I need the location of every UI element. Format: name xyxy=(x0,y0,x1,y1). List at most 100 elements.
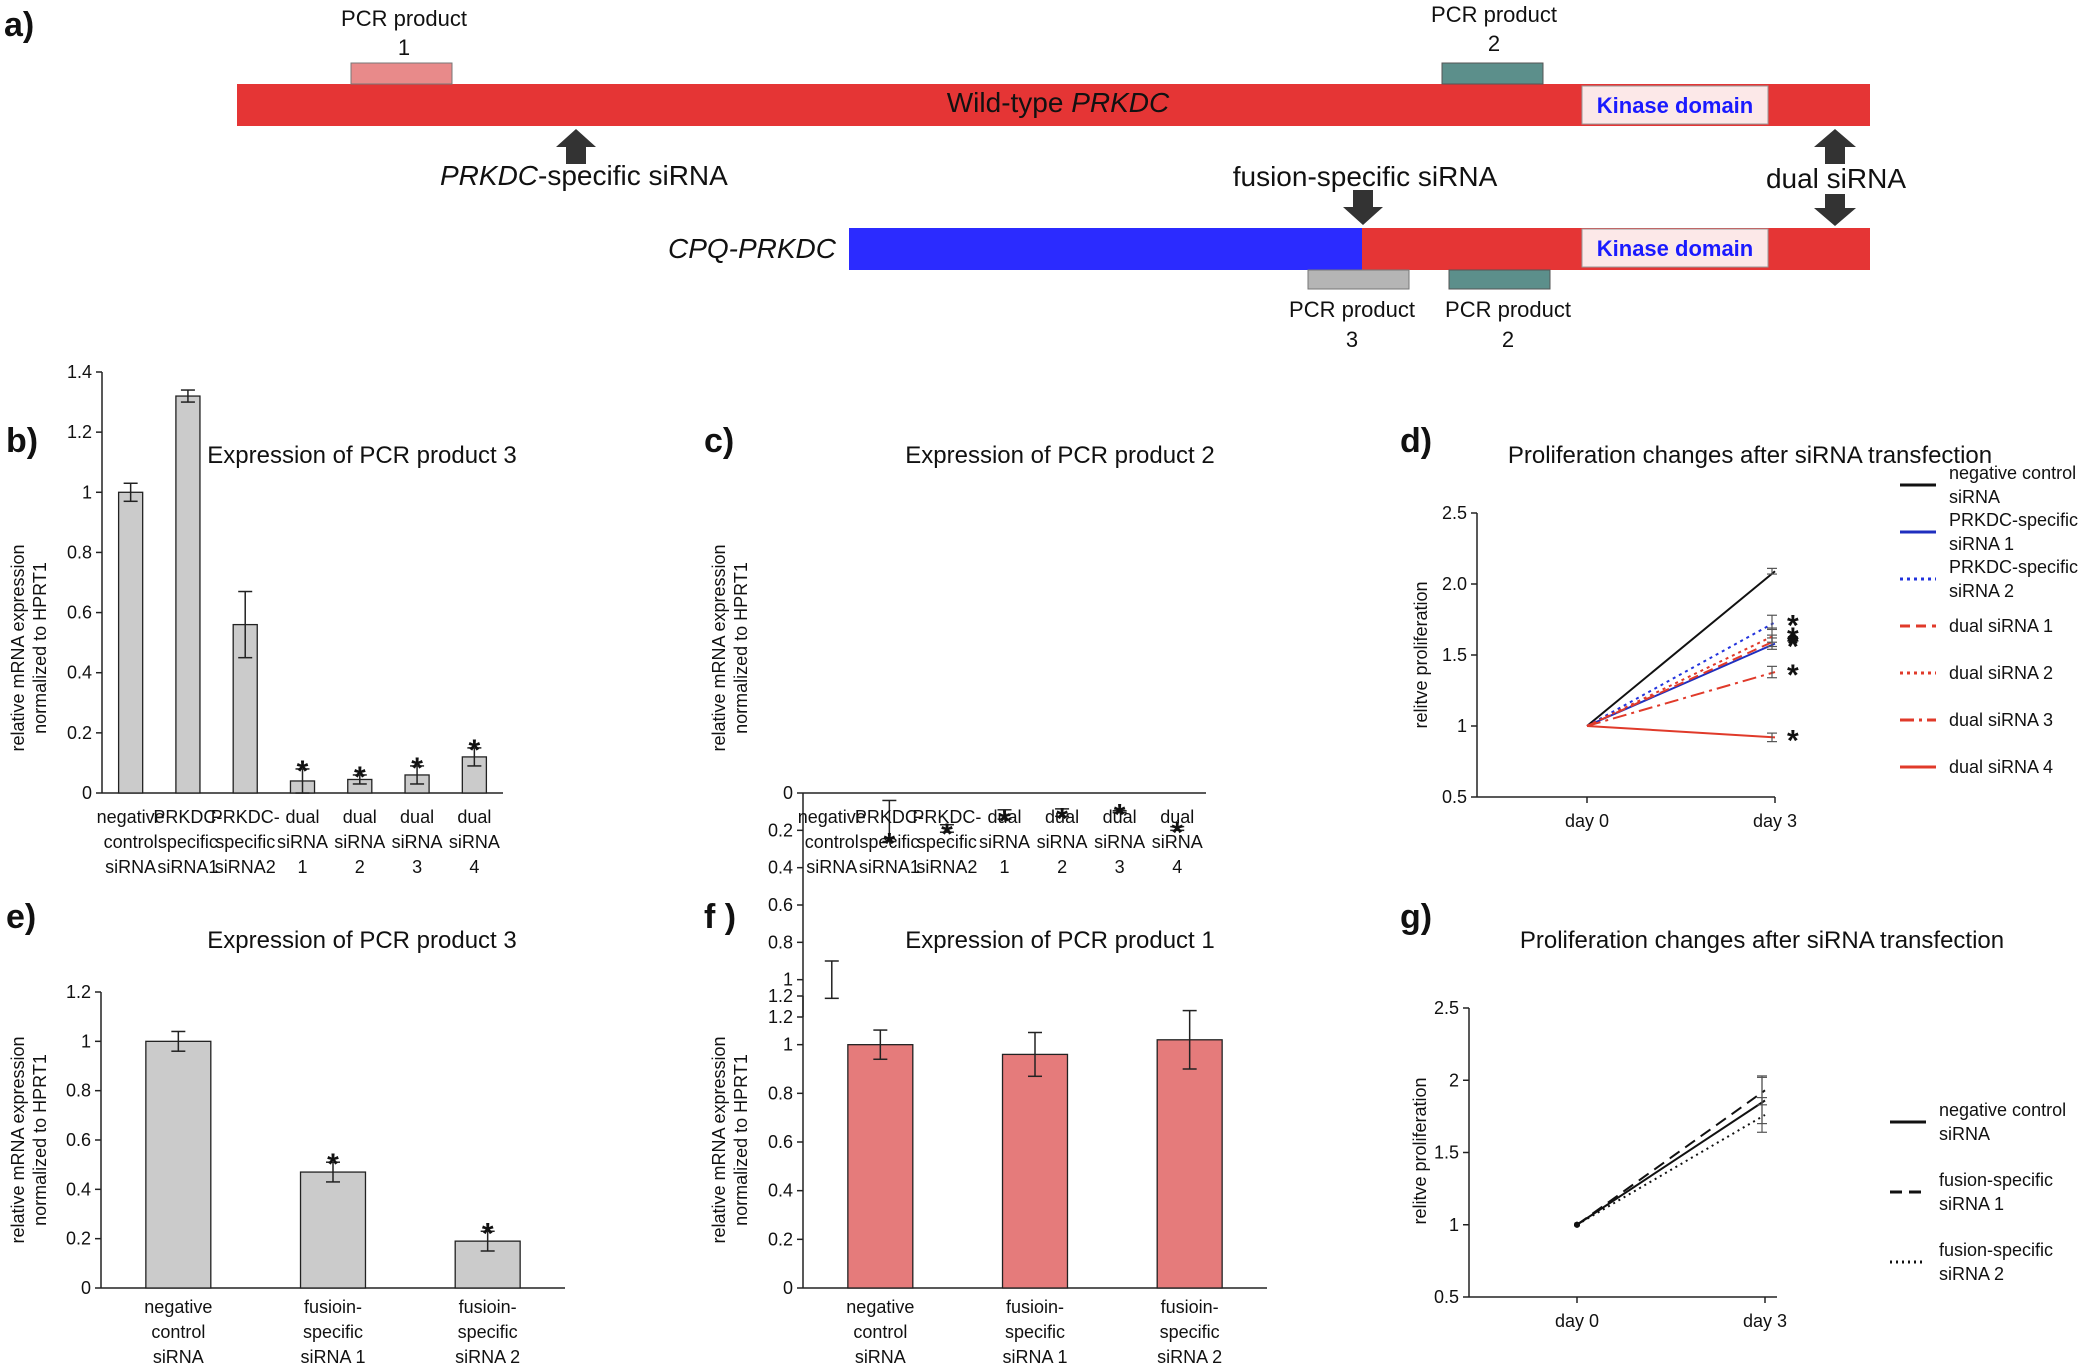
y-tick-label: 0.6 xyxy=(768,895,793,915)
category-label: siRNA1 xyxy=(859,857,920,877)
y-tick-label: 0.4 xyxy=(66,1179,91,1199)
y-tick-label: 0.8 xyxy=(66,1081,91,1101)
category-label: control xyxy=(104,832,158,852)
y-tick-label: 2.5 xyxy=(1434,998,1459,1018)
y-tick-label: 0 xyxy=(81,1278,91,1298)
significance-star: * xyxy=(482,1217,494,1250)
category-label: siRNA xyxy=(392,832,443,852)
legend-label: siRNA xyxy=(1949,487,2000,507)
category-label: siRNA2 xyxy=(916,857,977,877)
significance-star: * xyxy=(1787,631,1799,664)
legend-label: PRKDC-specific xyxy=(1949,510,2078,530)
chart-6: g) Proliferation changes after siRNA tran… xyxy=(1400,898,2066,1331)
category-label: siRNA 1 xyxy=(1002,1347,1067,1365)
pcr-product-3-box xyxy=(1307,269,1410,290)
category-label: specific xyxy=(917,832,977,852)
bar xyxy=(175,395,201,794)
y-tick-label: 0.6 xyxy=(66,1130,91,1150)
category-label: negative xyxy=(846,1297,914,1317)
category-label: 2 xyxy=(1057,857,1067,877)
category-label: siRNA xyxy=(855,1347,906,1365)
legend-label: siRNA xyxy=(1939,1124,1990,1144)
y-tick-label: 1 xyxy=(81,1031,91,1051)
pcr-product-2-bottom-box xyxy=(1448,269,1551,290)
category-label: PRKDC- xyxy=(912,807,981,827)
bar xyxy=(299,1171,367,1289)
wildtype-label: Wild-type PRKDC xyxy=(947,87,1170,118)
y-tick-label: 0.2 xyxy=(768,820,793,840)
chart-title: Expression of PCR product 2 xyxy=(905,442,1214,469)
y-axis-label: relitve proliferation xyxy=(1410,1077,1430,1224)
y-tick-label: 2.5 xyxy=(1442,503,1467,523)
category-label: siRNA xyxy=(105,857,156,877)
legend-label: dual siRNA 1 xyxy=(1949,616,2053,636)
kinase-domain-top-label: Kinase domain xyxy=(1597,93,1753,118)
significance-star: * xyxy=(411,752,423,785)
legend-label: siRNA 2 xyxy=(1949,581,2014,601)
y-tick-label: 0.2 xyxy=(768,1229,793,1249)
pcr-product-2-top-box xyxy=(1441,62,1544,85)
data-point xyxy=(1574,1221,1580,1228)
pcr-product-2-bottom-label-line1: PCR product xyxy=(1445,297,1571,322)
category-label: siRNA xyxy=(1152,832,1203,852)
category-label: specific xyxy=(1005,1322,1065,1342)
category-label: specific xyxy=(1160,1322,1220,1342)
category-label: siRNA xyxy=(334,832,385,852)
legend-label: dual siRNA 3 xyxy=(1949,710,2053,730)
significance-star: * xyxy=(1056,802,1068,835)
category-label: dual xyxy=(457,807,491,827)
chart-title: Expression of PCR product 1 xyxy=(905,927,1214,954)
y-axis-label: relative mRNA expression normalized to HP… xyxy=(709,544,751,751)
category-label: negative xyxy=(798,807,866,827)
significance-star: * xyxy=(1787,609,1799,642)
y-axis-label: relative mRNA expression normalized to HP… xyxy=(8,1036,50,1243)
legend-label: negative control xyxy=(1939,1100,2066,1120)
significance-star: * xyxy=(297,755,309,788)
category-label: specific xyxy=(215,832,275,852)
y-tick-label: 1.4 xyxy=(67,362,92,382)
category-label: dual xyxy=(987,807,1021,827)
significance-star: * xyxy=(884,828,896,861)
bar xyxy=(145,1040,212,1289)
significance-star: * xyxy=(1787,622,1799,655)
y-tick-label: 0.8 xyxy=(768,932,793,952)
chart-title: Expression of PCR product 3 xyxy=(207,927,516,954)
kinase-domain-bottom xyxy=(1581,228,1769,268)
category-label: siRNA xyxy=(1094,832,1145,852)
category-label: 1 xyxy=(999,857,1009,877)
series-line xyxy=(1576,1089,1766,1226)
y-tick-label: 0.4 xyxy=(67,663,92,683)
legend-label: negative control xyxy=(1949,463,2076,483)
y-tick-label: 0 xyxy=(82,783,92,803)
y-tick-label: 1.5 xyxy=(1434,1143,1459,1163)
bar xyxy=(117,491,144,794)
y-tick-label: 0.2 xyxy=(66,1229,91,1249)
y-tick-label: 1 xyxy=(1457,716,1467,736)
y-tick-label: 1.2 xyxy=(67,422,92,442)
category-label: siRNA2 xyxy=(215,857,276,877)
series-line xyxy=(1576,1099,1766,1226)
category-label: siRNA xyxy=(153,1347,204,1365)
panel-label: c) xyxy=(704,422,734,460)
significance-star: * xyxy=(354,761,366,794)
pcr-product-3-label-line1: PCR product xyxy=(1289,297,1415,322)
legend-label: PRKDC-specific xyxy=(1949,557,2078,577)
y-tick-label: 0.6 xyxy=(768,1132,793,1152)
category-label: siRNA xyxy=(449,832,500,852)
category-label: 1 xyxy=(297,857,307,877)
significance-star: * xyxy=(999,805,1011,838)
series-line xyxy=(1586,725,1776,739)
series-line xyxy=(1586,621,1776,727)
y-tick-label: 1.2 xyxy=(66,982,91,1002)
legend-label: siRNA 2 xyxy=(1939,1264,2004,1284)
legend-label: fusion-specific xyxy=(1939,1240,2053,1260)
significance-star: * xyxy=(1787,659,1799,692)
dual-sirna-down-arrow-icon xyxy=(1814,194,1856,226)
category-label: PRKDC- xyxy=(211,807,280,827)
y-axis-label: relitve proliferation xyxy=(1411,581,1431,728)
category-label: siRNA 2 xyxy=(1157,1347,1222,1365)
charts-layer: b) Expression of PCR product 3 0 0.2 0.4 0.6 0… xyxy=(6,362,2078,1365)
category-label: dual xyxy=(285,807,319,827)
y-tick-label: 0.5 xyxy=(1442,787,1467,807)
pcr-product-2-top-label-line2: 2 xyxy=(1488,31,1500,56)
